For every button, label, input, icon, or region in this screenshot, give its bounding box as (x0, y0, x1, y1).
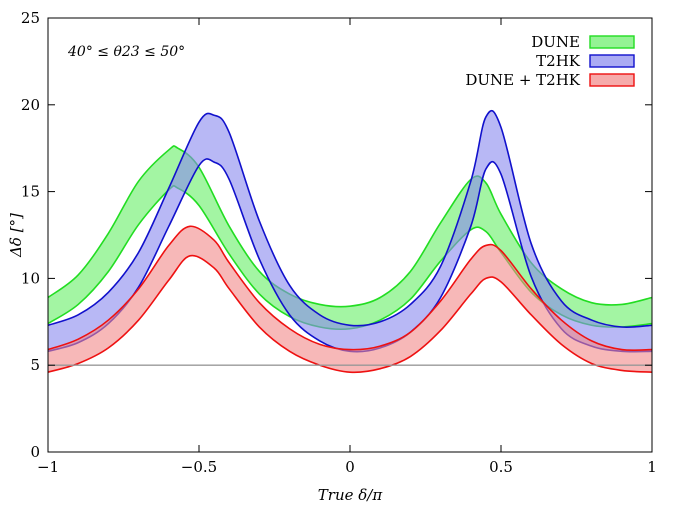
upper-line-dune-t2hk (47, 225, 653, 352)
legend-label: T2HK (536, 52, 581, 70)
x-tick-label: 0.5 (489, 458, 513, 476)
band-t2hk (48, 110, 652, 352)
y-tick-label: 0 (30, 443, 40, 461)
series-bands (47, 109, 653, 374)
legend-label: DUNE + T2HK (465, 71, 580, 89)
y-tick-label: 20 (21, 96, 40, 114)
theta-range-annotation: 40° ≤ θ23 ≤ 50° (67, 44, 185, 60)
legend-swatch (589, 73, 635, 87)
band-dune-t2hk (48, 226, 652, 373)
legend-swatch (589, 35, 635, 49)
x-tick-label: 1 (647, 458, 657, 476)
band-dune (48, 145, 652, 330)
legend-label: DUNE (531, 33, 580, 51)
upper-line-t2hk (47, 109, 653, 328)
x-tick-label: −0.5 (181, 458, 217, 476)
y-tick-label: 10 (21, 269, 40, 287)
lower-line-dune-t2hk (47, 254, 653, 374)
x-tick-label: 0 (345, 458, 355, 476)
y-tick-label: 25 (21, 9, 40, 27)
y-tick-label: 5 (30, 356, 40, 374)
x-axis-title: True δ/π (318, 486, 384, 504)
y-axis-title: Δδ [°] (7, 213, 25, 258)
y-tick-label: 15 (21, 183, 40, 201)
legend-swatch (589, 54, 635, 68)
x-tick-label: −1 (37, 458, 59, 476)
